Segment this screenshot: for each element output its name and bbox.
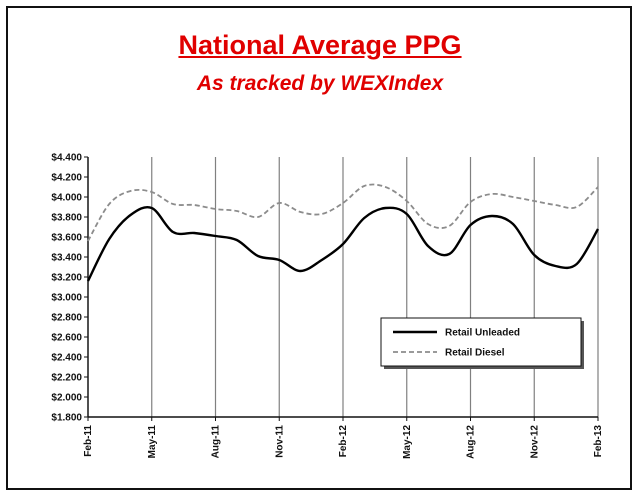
series-line-retail-unleaded bbox=[86, 205, 600, 282]
y-tick-label: $2.400 bbox=[51, 353, 82, 364]
y-tick-label: $3.800 bbox=[51, 213, 82, 224]
x-tick-label: May-12 bbox=[402, 425, 413, 459]
y-tick-label: $2.800 bbox=[51, 313, 82, 324]
x-tick-label: Feb-13 bbox=[593, 425, 604, 458]
series-line-retail-diesel bbox=[87, 183, 599, 242]
y-tick-label: $4.400 bbox=[51, 153, 82, 164]
chart-subtitle: As tracked by WEXIndex bbox=[196, 72, 444, 95]
y-tick-label: $1.800 bbox=[51, 413, 82, 424]
x-tick-label: Nov-12 bbox=[529, 425, 540, 459]
legend-label-retail-unleaded: Retail Unleaded bbox=[445, 328, 520, 339]
y-tick-label: $2.200 bbox=[51, 373, 82, 384]
y-tick-label: $4.000 bbox=[51, 193, 82, 204]
x-tick-label: Aug-11 bbox=[211, 425, 222, 459]
x-tick-label: Nov-11 bbox=[274, 425, 285, 458]
chart-title: National Average PPG bbox=[178, 30, 462, 60]
x-tick-label: May-11 bbox=[147, 425, 158, 459]
y-tick-label: $4.200 bbox=[51, 173, 82, 184]
x-tick-label: Aug-12 bbox=[466, 425, 477, 459]
y-tick-label: $3.000 bbox=[51, 293, 82, 304]
y-tick-label: $2.000 bbox=[51, 393, 82, 404]
y-tick-label: $3.400 bbox=[51, 253, 82, 264]
y-tick-label: $2.600 bbox=[51, 333, 82, 344]
legend-box bbox=[380, 317, 582, 367]
y-tick-label: $3.600 bbox=[51, 233, 82, 244]
x-tick-label: Feb-11 bbox=[83, 425, 94, 457]
x-tick-label: Feb-12 bbox=[338, 425, 349, 458]
y-tick-label: $3.200 bbox=[51, 273, 82, 284]
legend-label-retail-diesel: Retail Diesel bbox=[445, 348, 505, 359]
